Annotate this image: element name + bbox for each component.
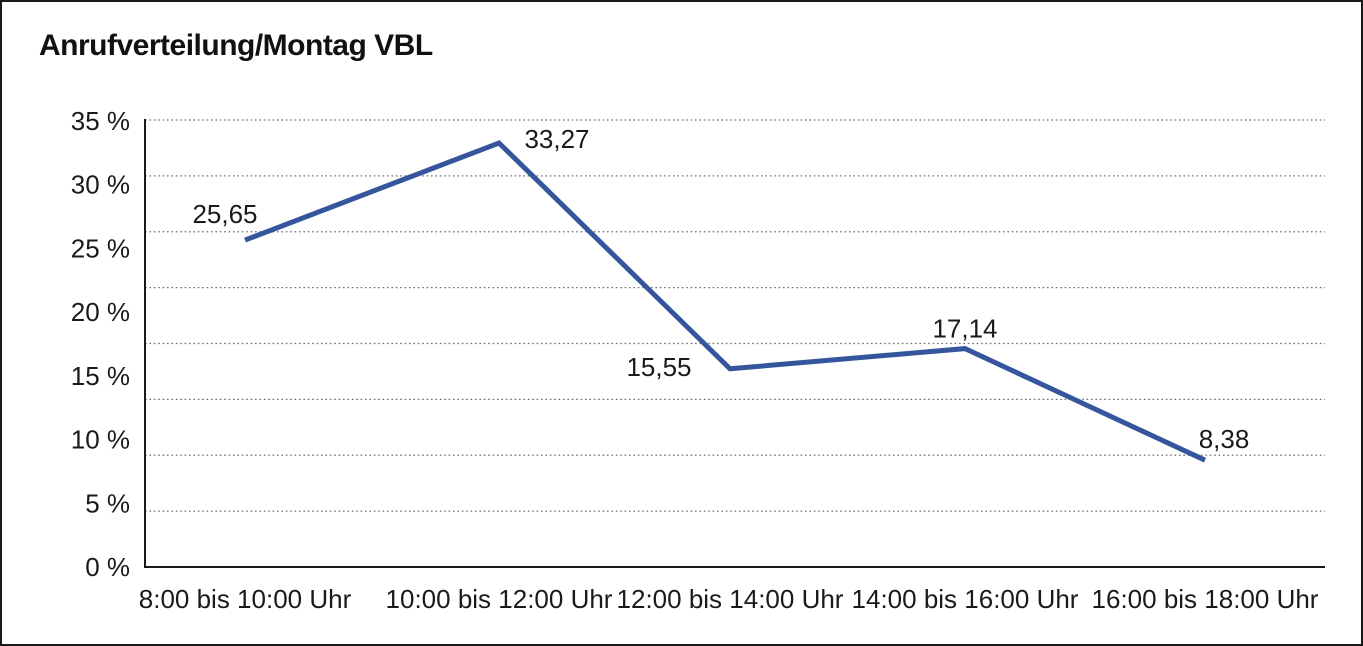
data-value-label: 8,38 bbox=[1199, 424, 1250, 454]
x-category-label: 8:00 bis 10:00 Uhr bbox=[139, 584, 352, 614]
y-tick-label: 30 % bbox=[71, 170, 130, 200]
x-category-label: 10:00 bis 12:00 Uhr bbox=[386, 584, 613, 614]
y-tick-label: 0 % bbox=[85, 552, 130, 582]
data-value-label: 33,27 bbox=[524, 124, 589, 154]
data-line bbox=[244, 140, 1207, 463]
y-tick-label: 25 % bbox=[71, 233, 130, 263]
data-value-label: 15,55 bbox=[626, 352, 691, 382]
y-tick-label: 5 % bbox=[85, 488, 130, 518]
y-tick-label: 15 % bbox=[71, 361, 130, 391]
x-category-label: 12:00 bis 14:00 Uhr bbox=[617, 584, 844, 614]
data-value-label: 25,65 bbox=[192, 199, 257, 229]
chart-title: Anrufverteilung/Montag VBL bbox=[39, 29, 433, 62]
x-category-label: 14:00 bis 16:00 Uhr bbox=[852, 584, 1079, 614]
y-tick-label: 20 % bbox=[71, 297, 130, 327]
x-category-label: 16:00 bis 18:00 Uhr bbox=[1092, 584, 1319, 614]
y-tick-label: 35 % bbox=[71, 106, 130, 136]
data-value-label: 17,14 bbox=[932, 314, 997, 344]
y-tick-label: 10 % bbox=[71, 425, 130, 455]
